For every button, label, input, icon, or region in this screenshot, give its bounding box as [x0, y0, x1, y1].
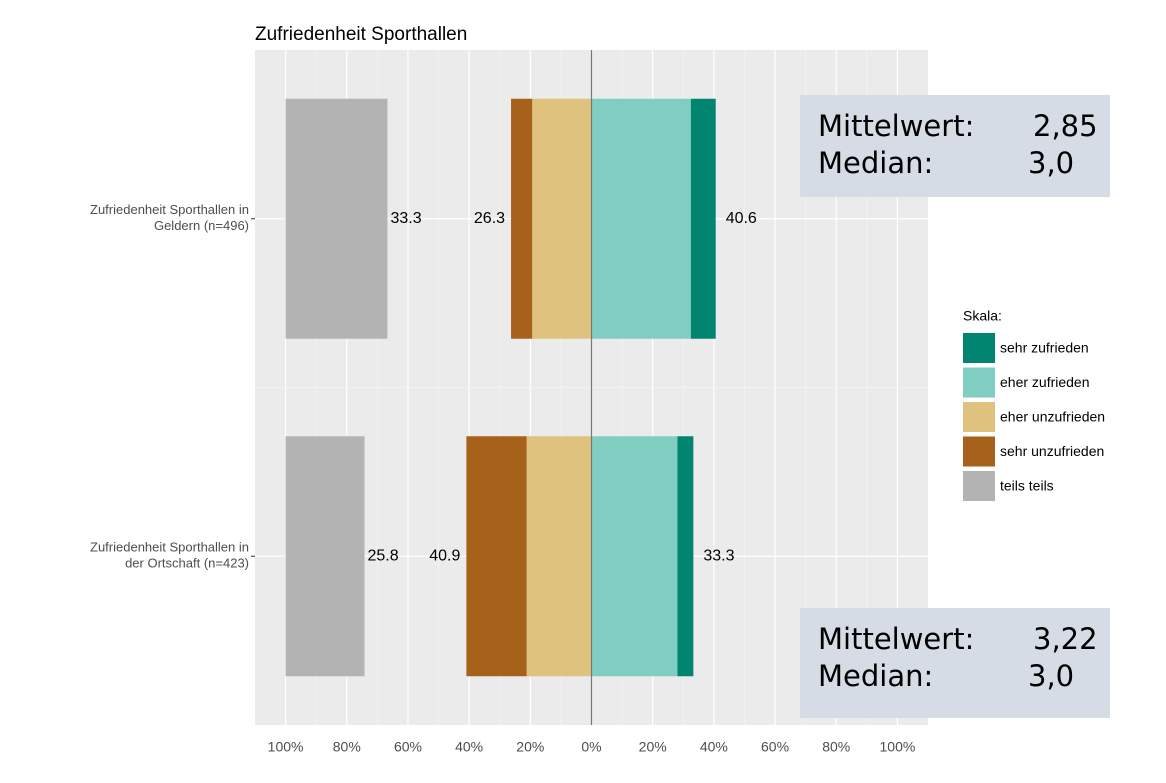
bar-segment: [466, 436, 527, 677]
bar-segment: [285, 98, 388, 339]
y-tick-label: Zufriedenheit Sporthallen in: [90, 540, 249, 555]
x-tick-label: 100%: [880, 739, 916, 755]
x-tick-label: 80%: [333, 739, 361, 755]
annotation-box: [800, 608, 1110, 718]
legend-key: [963, 367, 995, 398]
annotation-label: Mittelwert:: [818, 109, 974, 143]
legend-key: [963, 333, 995, 363]
value-label: 40.9: [429, 547, 460, 564]
annotation-value: 3,0: [1028, 146, 1074, 180]
bar-segment: [677, 436, 694, 677]
annotation-box: [800, 95, 1110, 197]
legend-label: sehr zufrieden: [1000, 340, 1089, 356]
y-tick-label: Zufriedenheit Sporthallen in: [90, 202, 249, 217]
x-tick-label: 80%: [822, 739, 850, 755]
annotation-value: 2,85: [1033, 109, 1098, 143]
value-label: 40.6: [726, 210, 757, 227]
x-tick-label: 100%: [268, 739, 304, 755]
legend-key: [963, 436, 995, 467]
value-label: 26.3: [474, 210, 505, 227]
legend-label: eher zufrieden: [1000, 374, 1090, 390]
bar-segment: [690, 98, 716, 339]
annotation-label: Mittelwert:: [818, 622, 974, 656]
y-tick-label: Geldern (n=496): [154, 218, 249, 233]
x-tick-label: 20%: [516, 739, 544, 755]
annotation-label: Median:: [818, 146, 933, 180]
annotation-label: Median:: [818, 659, 933, 693]
bar-segment: [526, 436, 592, 677]
x-tick-label: 20%: [639, 739, 667, 755]
x-tick-label: 60%: [394, 739, 422, 755]
bar-segment: [285, 436, 365, 677]
x-tick-label: 0%: [581, 739, 601, 755]
legend-title: Skala:: [963, 308, 1002, 324]
bar-segment: [532, 98, 592, 339]
legend-key: [963, 471, 995, 501]
x-tick-label: 40%: [700, 739, 728, 755]
legend-label: sehr unzufrieden: [1000, 443, 1104, 459]
legend-label: teils teils: [1000, 478, 1054, 494]
value-label: 25.8: [368, 547, 399, 564]
x-tick-label: 40%: [455, 739, 483, 755]
annotation-value: 3,22: [1033, 622, 1098, 656]
value-label: 33.3: [703, 547, 734, 564]
bar-segment: [591, 98, 691, 339]
annotation-value: 3,0: [1028, 659, 1074, 693]
bar-segment: [591, 436, 678, 677]
y-tick-label: der Ortschaft (n=423): [125, 556, 249, 571]
legend-key: [963, 402, 995, 432]
bar-segment: [511, 98, 533, 339]
legend-label: eher unzufrieden: [1000, 409, 1105, 425]
chart-title: Zufriedenheit Sporthallen: [255, 24, 467, 45]
value-label: 33.3: [390, 210, 421, 227]
x-tick-label: 60%: [761, 739, 789, 755]
